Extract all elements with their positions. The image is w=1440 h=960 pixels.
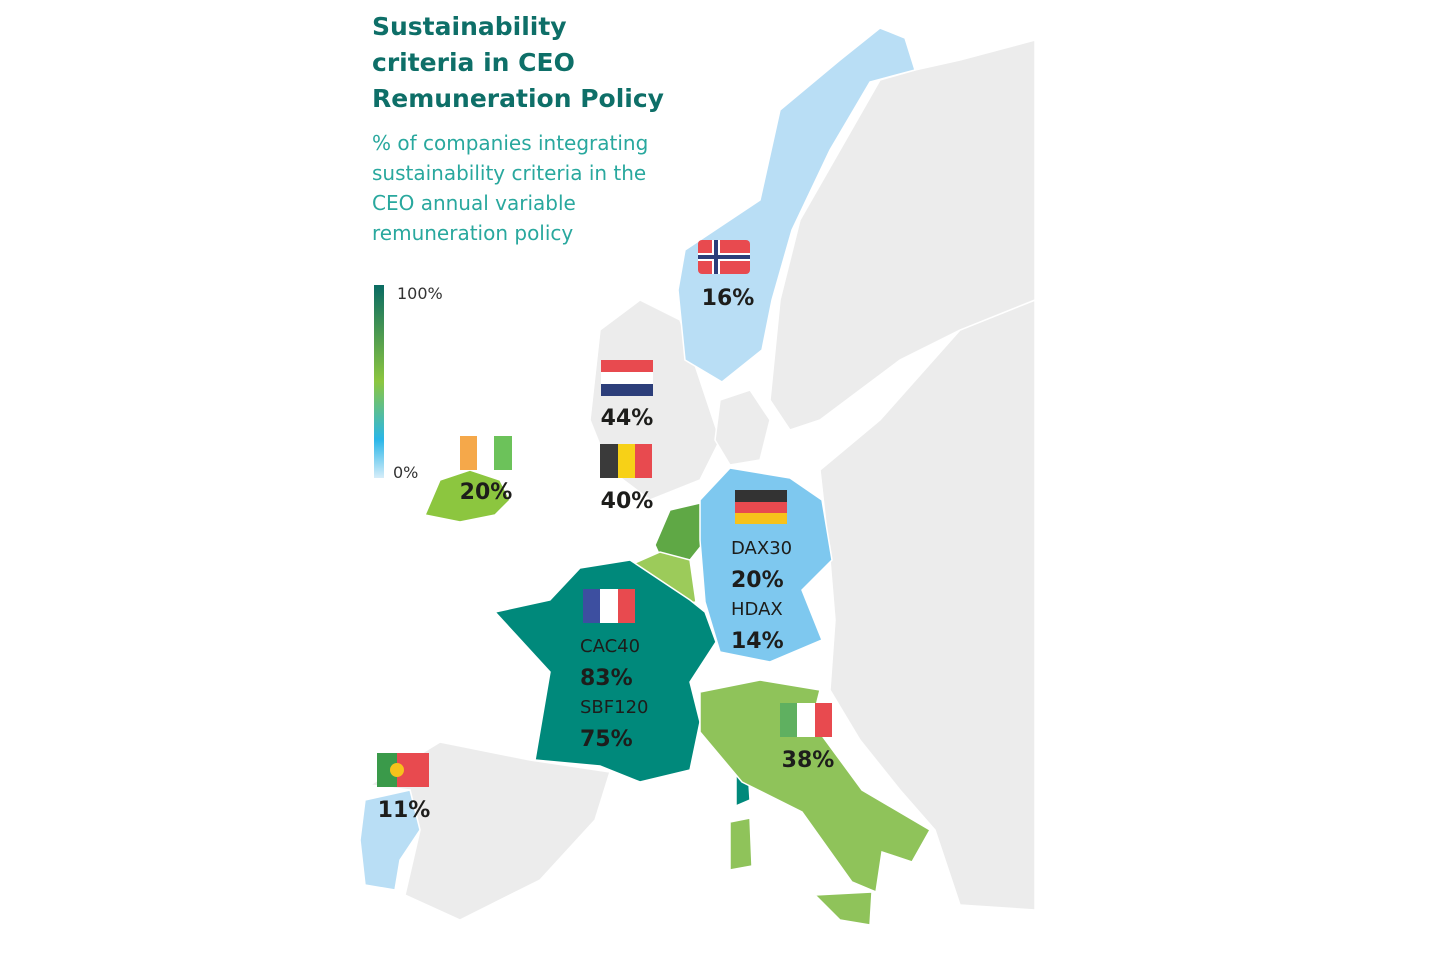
value-label: 83% xyxy=(580,666,633,691)
subtitle-line: CEO annual variable xyxy=(372,191,576,215)
legend-min: 0% xyxy=(393,463,418,482)
flag-belgium xyxy=(600,444,652,478)
france xyxy=(493,559,717,783)
flag-portugal xyxy=(377,753,429,787)
subtitle-line: % of companies integrating xyxy=(372,131,648,155)
flag-germany xyxy=(735,490,787,524)
legend: 100% 0% xyxy=(374,284,443,482)
sicily xyxy=(813,891,873,926)
ireland xyxy=(423,469,511,523)
index-name: DAX30 xyxy=(731,538,792,559)
labels: 16% 44% 40% 20% DAX30 20% HDAX 14% CAC40… xyxy=(378,286,835,823)
flag-italy xyxy=(780,703,832,737)
title-line: Sustainability xyxy=(372,12,567,41)
germany xyxy=(699,467,833,663)
italy xyxy=(699,679,932,894)
flags xyxy=(377,240,832,787)
value-label: 40% xyxy=(601,489,654,514)
value-label: 75% xyxy=(580,727,633,752)
netherlands xyxy=(654,502,707,561)
value-label: 14% xyxy=(731,629,784,654)
flag-norway xyxy=(698,240,750,274)
value-label: 44% xyxy=(601,406,654,431)
value-label: 20% xyxy=(460,480,513,505)
subtitle-line: remuneration policy xyxy=(372,221,573,245)
denmark xyxy=(714,389,771,466)
sweden-finland xyxy=(769,39,1036,431)
legend-gradient xyxy=(374,285,384,478)
title: Sustainability criteria in CEO Remunerat… xyxy=(372,12,664,245)
value-label: 16% xyxy=(702,286,755,311)
index-name: HDAX xyxy=(731,599,783,620)
index-name: SBF120 xyxy=(580,697,648,718)
legend-max: 100% xyxy=(397,284,443,303)
title-line: Remuneration Policy xyxy=(372,84,664,113)
flag-netherlands xyxy=(601,360,653,396)
subtitle-line: sustainability criteria in the xyxy=(372,161,646,185)
value-label: 38% xyxy=(782,748,835,773)
countries xyxy=(359,27,932,926)
title-line: criteria in CEO xyxy=(372,48,575,77)
sardinia xyxy=(729,817,753,871)
value-label: 11% xyxy=(378,798,431,823)
flag-france xyxy=(583,589,635,623)
flag-ireland xyxy=(460,436,512,470)
value-label: 20% xyxy=(731,568,784,593)
index-name: CAC40 xyxy=(580,636,640,657)
portugal xyxy=(359,789,421,891)
norway xyxy=(677,27,916,383)
